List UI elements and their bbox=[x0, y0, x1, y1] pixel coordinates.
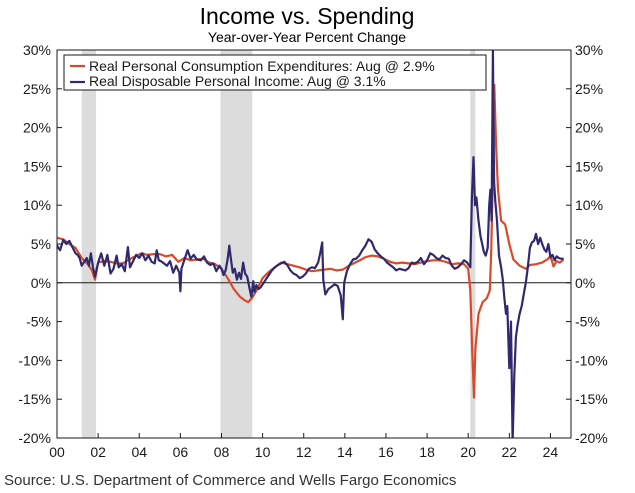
chart-subtitle: Year-over-Year Percent Change bbox=[208, 29, 406, 45]
legend-label-rdpi: Real Disposable Personal Income: Aug @ 3… bbox=[89, 73, 386, 89]
x-tick-label: 06 bbox=[173, 444, 189, 460]
y-tick-label-left: -15% bbox=[18, 391, 51, 407]
y-tick-label-right: -15% bbox=[575, 391, 608, 407]
y-tick-label-left: 10% bbox=[23, 197, 51, 213]
x-tick-label: 20 bbox=[460, 444, 476, 460]
x-tick-label: 12 bbox=[296, 444, 312, 460]
source-note: Source: U.S. Department of Commerce and … bbox=[4, 472, 456, 489]
y-tick-label-left: 15% bbox=[23, 158, 51, 174]
x-tick-label: 08 bbox=[214, 444, 230, 460]
chart-title: Income vs. Spending bbox=[200, 3, 415, 29]
series-line-rdpi bbox=[57, 50, 564, 438]
y-tick-label-right: -5% bbox=[575, 314, 600, 330]
x-axis-ticks-group: 00 02 04 06 08 10 12 14 16 18 20 22 24 bbox=[49, 433, 558, 460]
y-tick-label-right: 15% bbox=[575, 158, 603, 174]
recession-band-3 bbox=[470, 50, 476, 438]
y-tick-label-left: -10% bbox=[18, 352, 51, 368]
y-tick-label-left: 25% bbox=[23, 81, 51, 97]
legend-box bbox=[63, 54, 487, 91]
recession-shading-group bbox=[81, 50, 476, 438]
series-lines-group bbox=[57, 50, 564, 438]
y-tick-label-right: -10% bbox=[575, 352, 608, 368]
series-line-pce bbox=[57, 83, 564, 399]
y-tick-label-right: 5% bbox=[575, 236, 595, 252]
y-tick-label-right: 30% bbox=[575, 42, 603, 58]
y-tick-label-left: -5% bbox=[26, 314, 51, 330]
x-tick-label: 10 bbox=[255, 444, 271, 460]
x-tick-label: 00 bbox=[49, 444, 65, 460]
y-tick-label-left: 0% bbox=[31, 275, 51, 291]
x-tick-label: 22 bbox=[502, 444, 518, 460]
x-tick-label: 02 bbox=[90, 444, 106, 460]
recession-band-1 bbox=[81, 50, 97, 438]
y-axis-ticks-group: -20% -20% -15% -15% -10% -10% -5% -5% 0% 0% 5% 5% 10… bbox=[18, 42, 607, 446]
recession-band-2 bbox=[220, 50, 253, 438]
x-tick-label: 14 bbox=[337, 444, 353, 460]
x-tick-label: 24 bbox=[543, 444, 559, 460]
x-tick-label: 04 bbox=[131, 444, 147, 460]
y-tick-label-left: 20% bbox=[23, 120, 51, 136]
y-tick-label-right: -20% bbox=[575, 430, 608, 446]
y-tick-label-left: 30% bbox=[23, 42, 51, 58]
legend: Real Personal Consumption Expenditures: … bbox=[63, 54, 487, 91]
legend-label-pce: Real Personal Consumption Expenditures: … bbox=[89, 58, 435, 74]
y-tick-label-right: 20% bbox=[575, 120, 603, 136]
y-tick-label-left: -20% bbox=[18, 430, 51, 446]
x-tick-label: 16 bbox=[378, 444, 394, 460]
y-tick-label-right: 10% bbox=[575, 197, 603, 213]
x-tick-label: 18 bbox=[419, 444, 435, 460]
y-tick-label-right: 0% bbox=[575, 275, 595, 291]
y-tick-label-right: 25% bbox=[575, 81, 603, 97]
y-tick-label-left: 5% bbox=[31, 236, 51, 252]
